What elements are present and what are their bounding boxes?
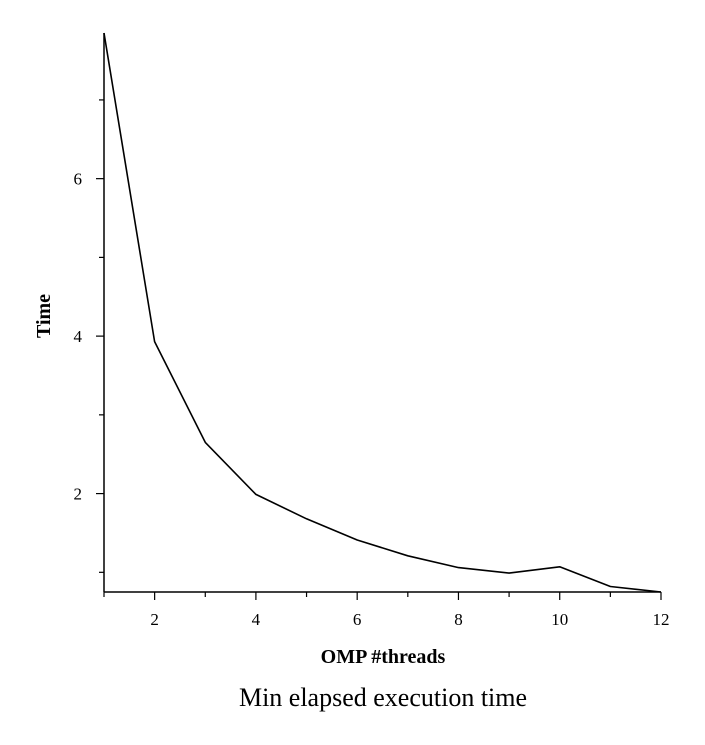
x-tick-label: 8	[454, 610, 463, 629]
x-tick-label: 4	[252, 610, 261, 629]
y-tick-label: 4	[74, 327, 83, 346]
x-tick-label: 10	[551, 610, 568, 629]
series-line	[103, 32, 662, 593]
y-tick-label: 6	[74, 170, 83, 189]
x-tick-label: 12	[653, 610, 670, 629]
x-axis: 2 4 6 8 10 12	[103, 591, 670, 629]
chart-caption: Min elapsed execution time	[239, 683, 527, 712]
series-layer	[103, 32, 662, 593]
x-axis-label: OMP #threads	[321, 646, 446, 668]
x-tick-label: 6	[353, 610, 362, 629]
y-axis: 2 4 6	[74, 33, 105, 592]
y-axis-label: Time	[33, 294, 55, 338]
y-tick-label: 2	[74, 485, 83, 504]
x-tick-label: 2	[150, 610, 159, 629]
